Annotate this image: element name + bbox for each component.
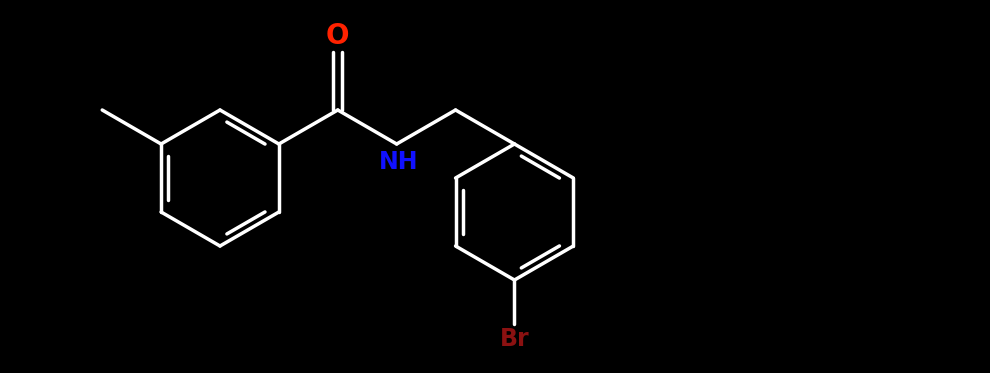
Text: O: O (326, 22, 349, 50)
Text: Br: Br (500, 327, 530, 351)
Text: NH: NH (379, 150, 419, 174)
